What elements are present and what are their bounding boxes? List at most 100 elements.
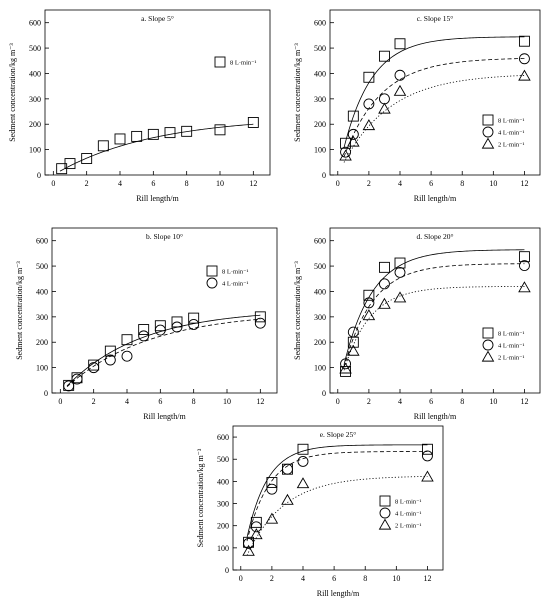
legend-marker-square [482,114,494,126]
plot-frame [232,425,444,571]
legend-marker-triangle [481,137,495,149]
data-point-triangle [378,102,391,114]
data-point-square [378,50,390,62]
data-point-square [394,38,406,50]
data-point-triangle [347,344,360,356]
data-point-circle [518,53,530,65]
y-tick-label: 200 [29,120,41,129]
data-point-square [188,312,200,324]
x-axis-label: Rill length/m [317,589,360,598]
legend-label: 8 L·min⁻¹ [222,269,249,276]
legend-marker-square [206,265,218,277]
x-tick-label: 0 [58,397,62,406]
data-point-triangle [362,119,376,131]
data-point-triangle [347,135,360,147]
y-tick-label: 600 [314,237,326,246]
x-tick-label: 12 [520,179,528,188]
plot-frame [44,9,271,176]
data-point-square [104,345,116,357]
x-tick-label: 12 [256,397,264,406]
data-point-square [421,443,433,455]
y-axis-label: Sedment concentration/kg m⁻³ [293,261,302,360]
y-axis-label: Sedment concentration/kg m⁻³ [15,261,24,360]
x-tick-label: 6 [151,179,155,188]
data-point-triangle [393,84,407,96]
data-point-triangle [378,297,391,309]
chart-title: b. Slope 10° [146,232,183,241]
data-point-square [114,133,126,145]
y-tick-label: 200 [314,120,326,129]
y-tick-label: 200 [36,338,48,347]
y-tick-label: 600 [29,19,41,28]
y-tick-label: 0 [225,566,229,575]
data-point-circle [363,297,375,309]
y-axis-label: Sedment concentration/kg m⁻³ [8,43,17,142]
data-point-square [518,251,530,263]
chart-panel-4: 0 2 4 6 8 10 12 0 100 200 300 400 500 600 Rill length/… [293,227,541,421]
data-point-circle [266,483,278,495]
fit-curve-triangle [343,75,525,163]
data-point-circle [250,521,262,533]
data-point-circle [363,98,375,110]
chart-title: e. Slope 25° [320,430,357,439]
data-point-square [164,127,176,139]
fit-curve-triangle [343,286,525,371]
chart-title: a. Slope 5° [141,14,174,23]
data-point-circle [254,317,266,329]
data-point-triangle [242,544,255,556]
data-point-square [340,137,352,149]
legend-marker-circle [206,277,218,289]
data-point-triangle [281,493,294,505]
x-tick-label: 2 [270,574,274,583]
y-tick-label: 0 [322,171,326,180]
data-point-square [81,153,93,164]
data-point-circle [243,537,255,549]
data-point-circle [340,146,352,158]
y-tick-label: 300 [36,313,48,322]
data-point-triangle [339,362,352,374]
legend: 8 L·min⁻¹ 4 L·min⁻¹ [206,265,249,289]
legend-marker-circle [482,339,494,351]
x-tick-label: 6 [158,397,162,406]
data-point-circle [518,260,530,272]
data-point-circle [394,266,406,278]
x-tick-label: 4 [301,574,305,583]
data-point-square [363,71,375,83]
x-axis-label: Rill length/m [143,412,186,421]
y-tick-label: 500 [314,44,326,53]
x-tick-label: 8 [192,397,196,406]
x-tick-label: 8 [363,574,367,583]
data-point-circle [297,455,309,467]
data-point-square [297,443,309,455]
data-point-circle [378,278,390,290]
chart-title: d. Slope 20° [417,232,454,241]
y-tick-label: 200 [217,522,229,531]
x-tick-label: 0 [51,179,55,188]
fit-curve-circle [66,318,261,388]
plot-frame [329,227,541,394]
legend-label: 4 L·min⁻¹ [498,343,525,350]
legend-marker-circle [482,126,494,138]
data-point-triangle [421,470,434,482]
y-tick-label: 500 [29,44,41,53]
y-tick-label: 100 [314,364,326,373]
x-tick-label: 10 [223,397,231,406]
data-point-circle [340,358,352,370]
data-point-square [266,477,278,488]
y-tick-label: 100 [36,364,48,373]
y-tick-label: 400 [36,287,48,296]
data-point-circle [347,326,359,338]
x-tick-label: 4 [398,179,402,188]
x-tick-label: 10 [216,179,224,188]
fit-curve-square [343,249,525,365]
data-point-square [171,316,183,328]
x-tick-label: 10 [392,574,400,583]
data-point-square [97,140,109,152]
legend-label: 2 L·min⁻¹ [498,142,525,149]
data-point-circle [104,354,116,366]
x-tick-label: 12 [249,179,257,188]
data-point-square [518,35,530,47]
legend-label: 2 L·min⁻¹ [498,355,525,362]
fit-curve-circle [246,451,428,542]
data-point-circle [421,450,433,462]
